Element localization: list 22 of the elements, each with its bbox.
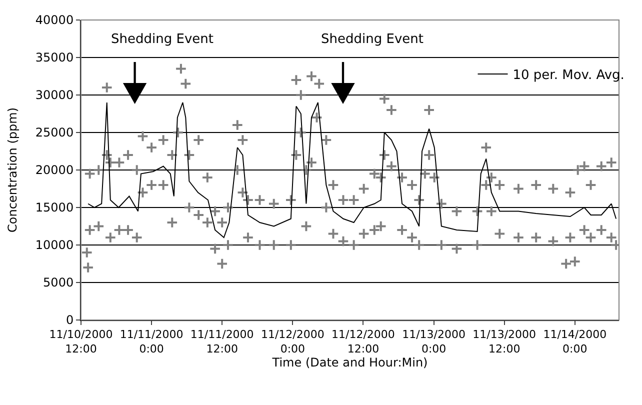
y-tick-label: 20000 — [35, 163, 74, 178]
legend-label: 10 per. Mov. Avg. — [512, 68, 624, 84]
y-tick-label: 35000 — [35, 50, 74, 65]
x-tick-label: 11/13/2000 12:00 — [472, 328, 536, 356]
x-tick-label: 11/12/2000 12:00 — [332, 328, 395, 356]
y-tick-label: 10000 — [35, 238, 74, 252]
x-tick-label: 11/10/2000 12:00 — [49, 328, 113, 356]
y-tick-label: 25000 — [35, 126, 74, 140]
x-tick-label: 11/13/2000 0:00 — [402, 328, 466, 356]
x-tick-label: 11/14/2000 0:00 — [543, 328, 607, 356]
y-axis-title: Concentration (ppm) — [6, 108, 20, 232]
x-axis-title: Time (Date and Hour:Min) — [271, 356, 428, 370]
annotation: Shedding Event — [321, 32, 424, 47]
y-tick-label: 15000 — [35, 200, 74, 215]
annotation: Shedding Event — [111, 32, 214, 47]
x-tick-label: 11/11/2000 0:00 — [120, 328, 184, 356]
x-tick-label: 11/11/2000 12:00 — [190, 328, 254, 356]
y-tick-label: 30000 — [35, 88, 74, 102]
y-tick-label: 40000 — [35, 13, 74, 28]
x-tick-label: 11/12/2000 0:00 — [260, 328, 324, 356]
y-tick-label: 0 — [66, 313, 74, 328]
y-tick-label: 5000 — [43, 276, 74, 290]
